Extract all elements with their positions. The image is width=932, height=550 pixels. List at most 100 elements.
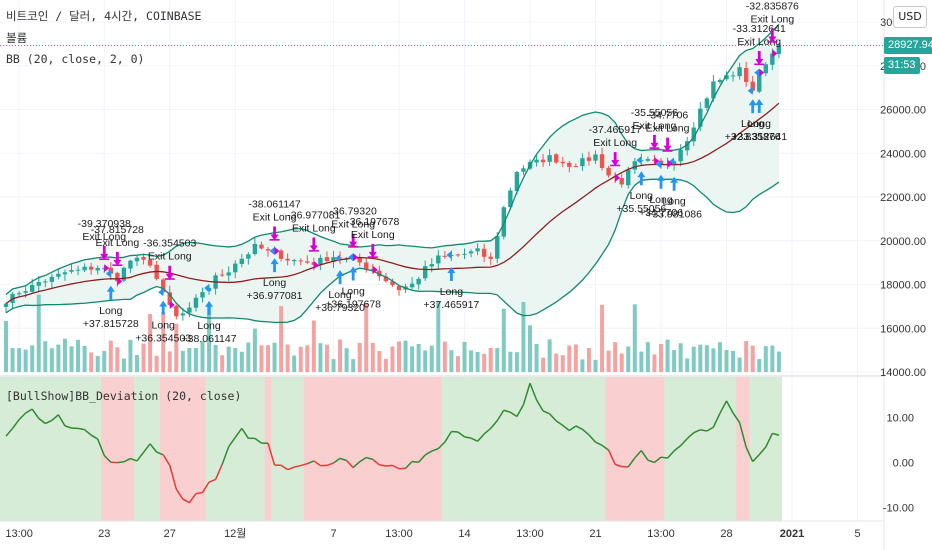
candle: [495, 231, 500, 264]
exit-arrow: [100, 245, 109, 260]
volume-bar: [292, 355, 297, 372]
candle-body: [200, 292, 205, 298]
volume-bar: [62, 338, 67, 372]
long-label: Long: [741, 118, 765, 130]
candle-body: [508, 190, 513, 208]
volume-bar: [731, 350, 736, 372]
candle: [586, 151, 592, 166]
volume-bar: [652, 354, 657, 372]
candle: [488, 252, 493, 266]
candle-body: [233, 263, 238, 273]
candle-body: [298, 260, 303, 262]
volume-bar: [475, 352, 480, 372]
volume-bar: [180, 350, 185, 372]
price-tick-label: 22000.00: [880, 192, 926, 204]
volume-bar: [193, 348, 198, 372]
deviation-segment: [529, 382, 538, 401]
exit-label: Exit Long: [646, 123, 690, 135]
candle-body: [698, 108, 703, 127]
candle-body: [580, 158, 585, 167]
volume-bar: [704, 345, 709, 372]
deviation-axis[interactable]: 10.00 0.00 -10.00: [883, 413, 914, 515]
candle-body: [757, 72, 762, 92]
volume-bar: [737, 357, 742, 372]
deviation-segment: [758, 446, 767, 456]
deviation-tick-label: 0.00: [893, 458, 914, 470]
volume-bar: [89, 352, 94, 372]
deviation-segment: [700, 429, 707, 432]
volume-bar: [403, 340, 408, 372]
deviation-segment: [719, 400, 728, 414]
candle: [573, 163, 579, 168]
volume-legend[interactable]: 볼륨: [6, 31, 28, 45]
volume-bar: [436, 301, 441, 372]
volume-bar: [429, 345, 434, 372]
deviation-segment: [241, 427, 249, 439]
candle: [43, 279, 48, 288]
exit-arrow: [650, 134, 659, 149]
time-tick-label: 21: [589, 528, 601, 540]
deviation-segment: [162, 454, 171, 466]
deviation-segment: [470, 437, 478, 442]
long-value: +38.061147: [182, 333, 237, 345]
volume-bar: [462, 341, 467, 372]
deviation-segment: [725, 400, 734, 414]
exit-bar: [610, 164, 621, 167]
time-tick-label: 13:00: [5, 528, 33, 540]
deviation-segment: [352, 461, 361, 469]
symbol-title[interactable]: 비트코인 / 달러, 4시간, COINBASE: [6, 9, 202, 23]
volume-bar: [514, 352, 519, 372]
deviation-legend[interactable]: [BullShow]BB_Deviation (20, close): [6, 389, 242, 403]
volume-bar: [416, 343, 421, 372]
volume-bar: [717, 342, 722, 372]
candle: [141, 253, 146, 265]
exit-arrow: [755, 51, 764, 66]
candle-body: [357, 257, 362, 263]
volume-bar: [226, 346, 231, 372]
candle-body: [396, 285, 402, 291]
candle: [567, 160, 572, 173]
price-tick-label: 14000.00: [880, 367, 926, 379]
deviation-segment: [752, 454, 760, 463]
currency-button[interactable]: USD: [893, 6, 927, 28]
exit-value: -36.977081: [287, 210, 340, 222]
candle-body: [599, 154, 605, 169]
candle: [88, 262, 94, 275]
deviation-segment: [313, 460, 321, 467]
candle: [226, 266, 231, 281]
exit-bar: [348, 246, 359, 248]
long-entry-marker: [446, 251, 452, 260]
candle-body: [95, 267, 100, 271]
candle-body: [770, 53, 775, 65]
deviation-segment: [97, 438, 105, 456]
volume-bar: [397, 341, 401, 372]
deviation-segment: [117, 460, 124, 464]
volume-bar: [541, 357, 546, 372]
long-entry-marker: [754, 68, 760, 77]
deviation-segment: [522, 383, 531, 405]
deviation-segment: [464, 436, 472, 439]
long-label: Long: [662, 196, 686, 208]
deviation-background-regions: [0, 377, 783, 521]
candle: [193, 294, 199, 312]
deviation-segment: [51, 414, 59, 422]
volume-bar: [442, 341, 447, 372]
exit-marker: [772, 49, 778, 58]
candle-body: [30, 284, 35, 292]
time-axis[interactable]: 13:00 23 27 12월 7 13:00 14 13:00 21 13:00 28 2021 5: [5, 527, 860, 540]
price-tick-label: 24000.00: [880, 148, 926, 160]
volume-bar: [36, 294, 41, 372]
deviation-segment: [175, 488, 184, 500]
exit-value: -38.061147: [248, 199, 301, 211]
long-arrow: [336, 270, 345, 285]
candle-body: [606, 167, 611, 176]
time-tick-label: 28: [720, 528, 732, 540]
bollinger-legend[interactable]: BB (20, close, 2, 0): [6, 52, 145, 66]
deviation-segment: [660, 456, 668, 459]
candle-body: [436, 255, 441, 264]
long-value: +37.465917: [424, 299, 480, 311]
candle: [95, 265, 100, 275]
long-label: Long: [328, 289, 352, 301]
volume-bar: [423, 350, 428, 372]
